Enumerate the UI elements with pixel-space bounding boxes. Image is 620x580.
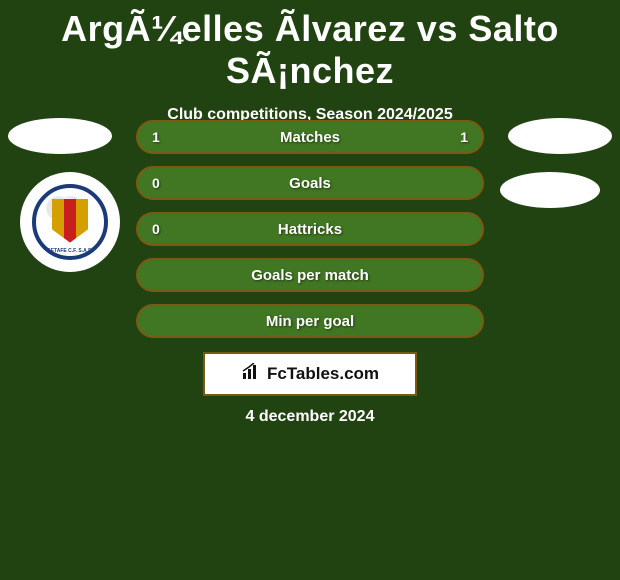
date-label: 4 december 2024 — [0, 408, 620, 426]
stat-row-hattricks: 0 Hattricks — [136, 212, 484, 246]
stat-row-goals: 0 Goals — [136, 166, 484, 200]
player-right-badge-placeholder-1 — [508, 118, 612, 154]
brand-text: FcTables.com — [267, 364, 379, 384]
stat-left-value: 0 — [152, 175, 160, 191]
stat-label: Hattricks — [278, 221, 342, 238]
club-crest-icon: GETAFE C.F. S.A.D. — [32, 184, 108, 260]
stat-right-value: 1 — [460, 129, 468, 145]
stat-label: Matches — [280, 129, 340, 146]
page-title: ArgÃ¼elles Ãlvarez vs Salto SÃ¡nchez — [0, 0, 620, 92]
player-left-badge-placeholder — [8, 118, 112, 154]
stat-label: Goals per match — [251, 267, 369, 284]
chart-icon — [241, 363, 263, 386]
stat-row-goals-per-match: Goals per match — [136, 258, 484, 292]
stat-row-matches: 1 Matches 1 — [136, 120, 484, 154]
brand-badge[interactable]: FcTables.com — [203, 352, 417, 396]
stat-label: Goals — [289, 175, 331, 192]
player-right-badge-placeholder-2 — [500, 172, 600, 208]
stats-container: 1 Matches 1 0 Goals 0 Hattricks Goals pe… — [136, 120, 484, 350]
club-crest-text: GETAFE C.F. S.A.D. — [36, 248, 104, 254]
stat-left-value: 1 — [152, 129, 160, 145]
club-badge-left: GETAFE C.F. S.A.D. — [20, 172, 120, 272]
stat-left-value: 0 — [152, 221, 160, 237]
stat-row-min-per-goal: Min per goal — [136, 304, 484, 338]
stat-label: Min per goal — [266, 313, 354, 330]
